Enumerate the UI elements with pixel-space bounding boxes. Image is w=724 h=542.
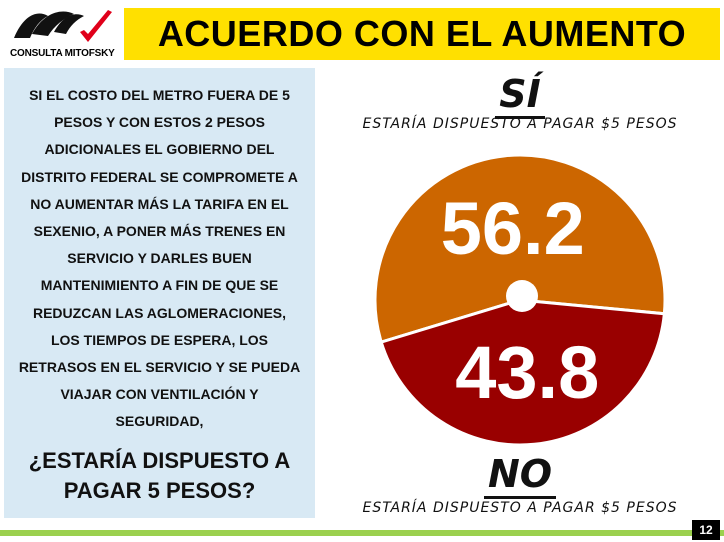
question-line: SI EL COSTO DEL METRO FUERA DE 5 [29, 87, 290, 103]
page-title: ACUERDO CON EL AUMENTO [157, 13, 687, 54]
title-bar: ACUERDO CON EL AUMENTO [124, 8, 720, 60]
question-line: DISTRITO FEDERAL SE COMPROMETE A [21, 168, 298, 185]
question-line: VIAJAR CON VENTILACIÓN Y [60, 386, 259, 403]
question-line: SERVICIO Y DARLES BUEN [67, 250, 252, 267]
question-body: SI EL COSTO DEL METRO FUERA DE 5 PESOS Y… [12, 82, 307, 436]
page-number: 12 [692, 520, 720, 540]
pie-value-label-no: 43.8 [455, 331, 599, 414]
mitofsky-logo: CONSULTA MITOFSKY [4, 4, 116, 62]
yes-sublabel: ESTARÍA DISPUESTO A PAGAR $5 PESOS [362, 116, 678, 132]
question-main: ¿ESTARÍA DISPUESTO A PAGAR 5 PESOS? [8, 446, 311, 506]
no-label: NO [340, 452, 700, 499]
yes-label: SÍ [340, 72, 700, 119]
pie-slice-no [379, 298, 666, 447]
question-line: SEGURIDAD, [115, 413, 204, 430]
footer-line [0, 530, 724, 536]
question-main-line: ¿ESTARÍA DISPUESTO A [28, 448, 291, 473]
question-line: LOS TIEMPOS DE ESPERA, LOS [50, 331, 269, 348]
question-line: ADICIONALES EL GOBIERNO DEL [44, 141, 275, 158]
question-line: RETRASOS EN EL SERVICIO Y SE PUEDA [18, 359, 301, 376]
question-line: REDUZCAN LAS AGLOMERACIONES, [32, 304, 287, 321]
question-line: PESOS Y CON ESTOS 2 PESOS [54, 114, 265, 131]
question-line: SEXENIO, A PONER MÁS TRENES EN [33, 223, 286, 240]
pie-center-hole [506, 280, 538, 312]
question-line: NO AUMENTAR MÁS LA TARIFA EN EL [30, 195, 289, 212]
question-main-line: PAGAR 5 PESOS? [63, 478, 256, 503]
no-label-text: NO [483, 452, 557, 499]
pie-chart: 56.2 43.8 [373, 153, 667, 447]
no-sublabel: ESTARÍA DISPUESTO A PAGAR $5 PESOS [362, 500, 678, 516]
yes-label-text: SÍ [495, 72, 545, 119]
logo-text: CONSULTA MITOFSKY [10, 48, 115, 59]
question-line: MANTENIMIENTO A FIN DE QUE SE [40, 277, 279, 294]
pie-slice-si [373, 153, 667, 344]
pie-value-label-si: 56.2 [441, 187, 585, 270]
brush-logo-icon [14, 10, 112, 42]
question-panel: SI EL COSTO DEL METRO FUERA DE 5 PESOS Y… [4, 68, 315, 518]
